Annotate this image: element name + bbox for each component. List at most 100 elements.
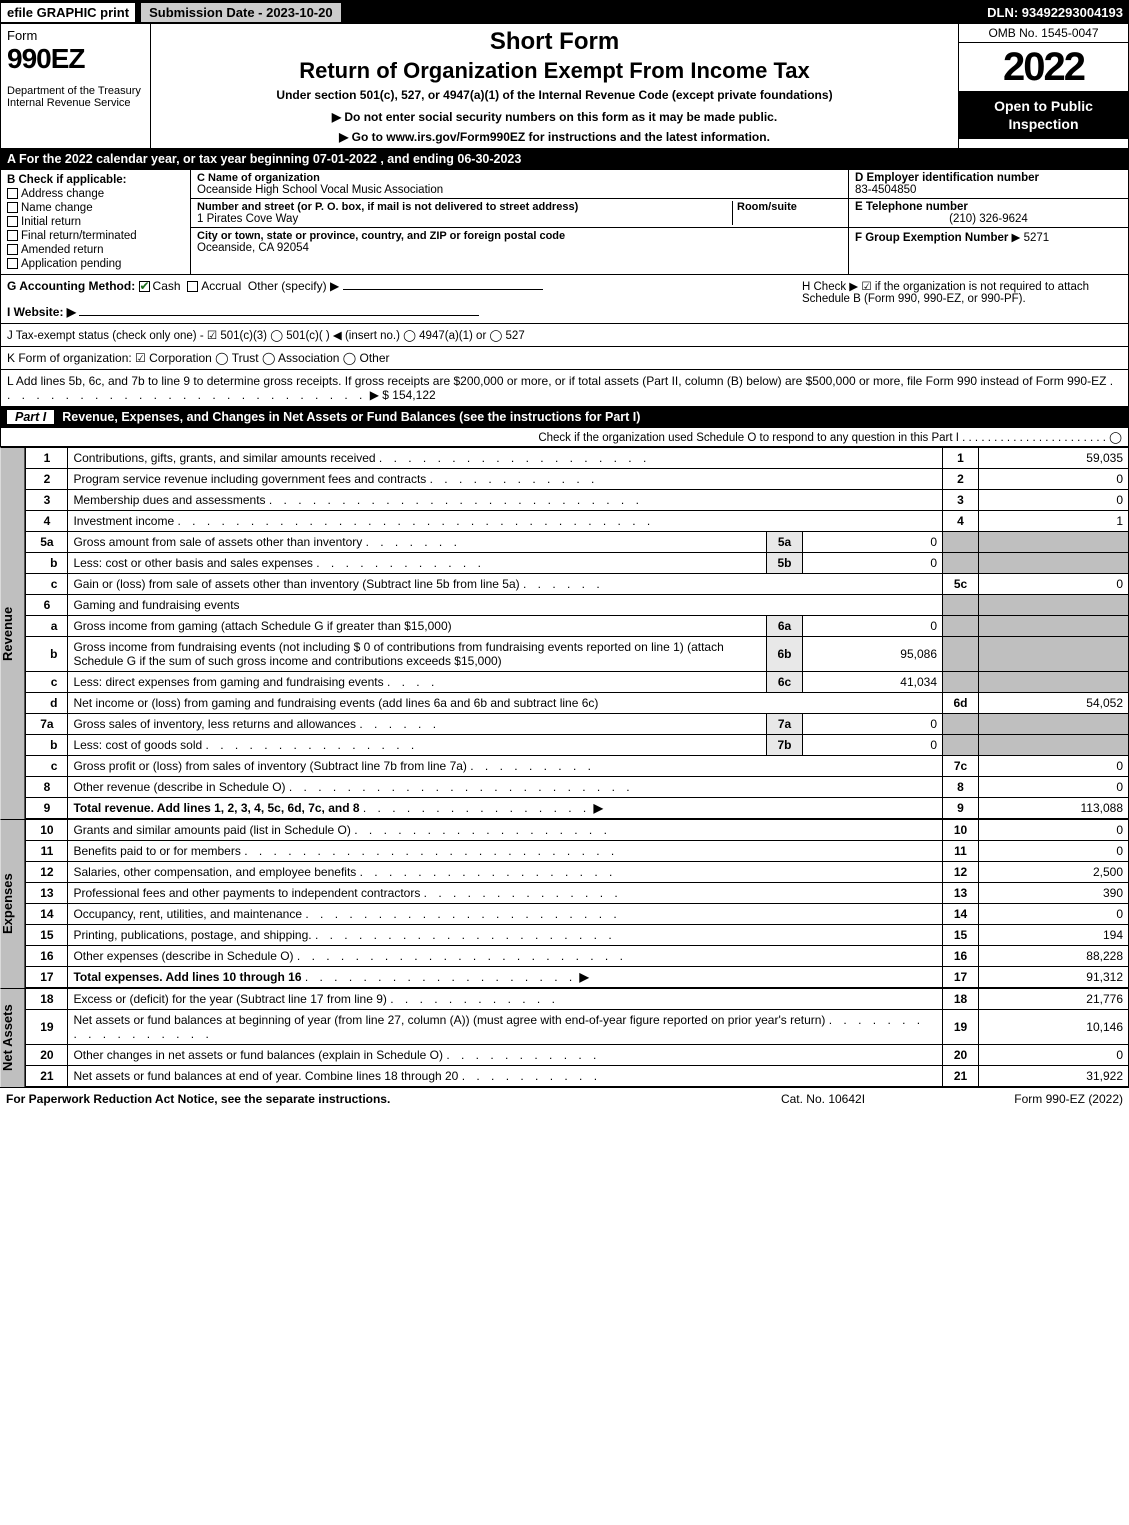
page-footer: For Paperwork Reduction Act Notice, see …: [0, 1087, 1129, 1110]
line-15: 15Printing, publications, postage, and s…: [26, 925, 1129, 946]
part-i-title: Revenue, Expenses, and Changes in Net As…: [62, 410, 640, 424]
website-label: I Website: ▶: [7, 305, 76, 319]
city-label: City or town, state or province, country…: [197, 230, 842, 242]
phone-label: E Telephone number: [855, 201, 1122, 213]
line-20: 20Other changes in net assets or fund ba…: [26, 1045, 1129, 1066]
net-assets-section: Net Assets 18Excess or (deficit) for the…: [0, 988, 1129, 1087]
dept-treasury: Department of the Treasury: [7, 85, 144, 97]
line-6d: dNet income or (loss) from gaming and fu…: [26, 693, 1129, 714]
part-i-header: Part I Revenue, Expenses, and Changes in…: [0, 407, 1129, 428]
form-label: Form: [7, 28, 144, 43]
cb-cash[interactable]: [139, 281, 150, 292]
col-b-checkboxes: B Check if applicable: Address change Na…: [1, 170, 191, 274]
submission-date: Submission Date - 2023-10-20: [140, 2, 342, 23]
ein-value: 83-4504850: [855, 184, 1122, 196]
line-13: 13Professional fees and other payments t…: [26, 883, 1129, 904]
expenses-table: 10Grants and similar amounts paid (list …: [25, 819, 1129, 988]
do-not-enter: ▶ Do not enter social security numbers o…: [159, 110, 950, 124]
cb-final-return[interactable]: Final return/terminated: [7, 230, 184, 242]
efile-print-button[interactable]: efile GRAPHIC print: [0, 2, 136, 23]
line-5b: bLess: cost or other basis and sales exp…: [26, 553, 1129, 574]
line-10: 10Grants and similar amounts paid (list …: [26, 820, 1129, 841]
net-assets-table: 18Excess or (deficit) for the year (Subt…: [25, 988, 1129, 1087]
form-id-footer: Form 990-EZ (2022): [923, 1092, 1123, 1106]
line-3: 3Membership dues and assessments . . . .…: [26, 490, 1129, 511]
line-2: 2Program service revenue including gover…: [26, 469, 1129, 490]
form-header: Form 990EZ Department of the Treasury In…: [0, 24, 1129, 149]
line-5c: cGain or (loss) from sale of assets othe…: [26, 574, 1129, 595]
line-7c: cGross profit or (loss) from sales of in…: [26, 756, 1129, 777]
group-exemption-label: F Group Exemption Number: [855, 232, 1008, 244]
line-21: 21Net assets or fund balances at end of …: [26, 1066, 1129, 1087]
line-1: 1Contributions, gifts, grants, and simil…: [26, 448, 1129, 469]
cb-address-change[interactable]: Address change: [7, 188, 184, 200]
line-5a: 5aGross amount from sale of assets other…: [26, 532, 1129, 553]
accounting-method: G Accounting Method: Cash Accrual Other …: [7, 279, 802, 319]
part-i-schedule-o-check: Check if the organization used Schedule …: [0, 428, 1129, 447]
line-8: 8Other revenue (describe in Schedule O) …: [26, 777, 1129, 798]
revenue-table: 1Contributions, gifts, grants, and simil…: [25, 447, 1129, 819]
line-7b: bLess: cost of goods sold . . . . . . . …: [26, 735, 1129, 756]
catalog-number: Cat. No. 10642I: [723, 1092, 923, 1106]
line-17: 17Total expenses. Add lines 10 through 1…: [26, 967, 1129, 988]
net-assets-side-label: Net Assets: [0, 988, 25, 1087]
line-14: 14Occupancy, rent, utilities, and mainte…: [26, 904, 1129, 925]
col-def: D Employer identification number 83-4504…: [848, 170, 1128, 274]
line-9: 9Total revenue. Add lines 1, 2, 3, 4, 5c…: [26, 798, 1129, 819]
header-left: Form 990EZ Department of the Treasury In…: [1, 24, 151, 148]
phone-value: (210) 326-9624: [855, 213, 1122, 225]
ein-label: D Employer identification number: [855, 172, 1122, 184]
line-6: 6Gaming and fundraising events: [26, 595, 1129, 616]
line-6b: bGross income from fundraising events (n…: [26, 637, 1129, 672]
cb-accrual[interactable]: [187, 281, 198, 292]
open-to-public: Open to Public Inspection: [959, 91, 1128, 139]
cb-name-change[interactable]: Name change: [7, 202, 184, 214]
omb-number: OMB No. 1545-0047: [959, 24, 1128, 43]
group-exemption-value: ▶ 5271: [1012, 232, 1050, 244]
line-16: 16Other expenses (describe in Schedule O…: [26, 946, 1129, 967]
paperwork-notice: For Paperwork Reduction Act Notice, see …: [6, 1092, 723, 1106]
street-address: 1 Pirates Cove Way: [197, 213, 732, 225]
revenue-side-label: Revenue: [0, 447, 25, 819]
line-6a: aGross income from gaming (attach Schedu…: [26, 616, 1129, 637]
org-name: Oceanside High School Vocal Music Associ…: [197, 184, 842, 196]
line-6c: cLess: direct expenses from gaming and f…: [26, 672, 1129, 693]
form-of-organization: K Form of organization: ☑ Corporation ◯ …: [0, 347, 1129, 370]
col-c-org-info: C Name of organization Oceanside High Sc…: [191, 170, 848, 274]
schedule-b-check: H Check ▶ ☑ if the organization is not r…: [802, 279, 1122, 319]
cb-application-pending[interactable]: Application pending: [7, 258, 184, 270]
line-19: 19Net assets or fund balances at beginni…: [26, 1010, 1129, 1045]
org-name-label: C Name of organization: [197, 172, 842, 184]
under-section: Under section 501(c), 527, or 4947(a)(1)…: [159, 88, 950, 102]
return-title: Return of Organization Exempt From Incom…: [159, 58, 950, 84]
street-label: Number and street (or P. O. box, if mail…: [197, 201, 732, 213]
website-input[interactable]: [79, 315, 479, 316]
line-18: 18Excess or (deficit) for the year (Subt…: [26, 989, 1129, 1010]
city-state-zip: Oceanside, CA 92054: [197, 242, 842, 254]
part-i-label: Part I: [7, 410, 54, 424]
revenue-section: Revenue 1Contributions, gifts, grants, a…: [0, 447, 1129, 819]
cb-initial-return[interactable]: Initial return: [7, 216, 184, 228]
short-form-title: Short Form: [159, 28, 950, 56]
form-number: 990EZ: [7, 43, 144, 75]
header-center: Short Form Return of Organization Exempt…: [151, 24, 958, 148]
line-4: 4Investment income . . . . . . . . . . .…: [26, 511, 1129, 532]
expenses-side-label: Expenses: [0, 819, 25, 988]
top-bar: efile GRAPHIC print Submission Date - 20…: [0, 0, 1129, 24]
section-gh: G Accounting Method: Cash Accrual Other …: [0, 275, 1129, 324]
irs-label: Internal Revenue Service: [7, 97, 144, 109]
dln-number: DLN: 93492293004193: [987, 5, 1129, 20]
room-suite-label: Room/suite: [737, 201, 842, 213]
gross-receipts: L Add lines 5b, 6c, and 7b to line 9 to …: [0, 370, 1129, 407]
line-7a: 7aGross sales of inventory, less returns…: [26, 714, 1129, 735]
goto-link[interactable]: ▶ Go to www.irs.gov/Form990EZ for instru…: [159, 130, 950, 144]
row-a-tax-year: A For the 2022 calendar year, or tax yea…: [0, 149, 1129, 170]
line-11: 11Benefits paid to or for members . . . …: [26, 841, 1129, 862]
expenses-section: Expenses 10Grants and similar amounts pa…: [0, 819, 1129, 988]
header-right: OMB No. 1545-0047 2022 Open to Public In…: [958, 24, 1128, 148]
tax-year: 2022: [959, 43, 1128, 91]
section-bcdef: B Check if applicable: Address change Na…: [0, 170, 1129, 275]
line-12: 12Salaries, other compensation, and empl…: [26, 862, 1129, 883]
tax-exempt-status: J Tax-exempt status (check only one) - ☑…: [0, 324, 1129, 347]
cb-amended-return[interactable]: Amended return: [7, 244, 184, 256]
